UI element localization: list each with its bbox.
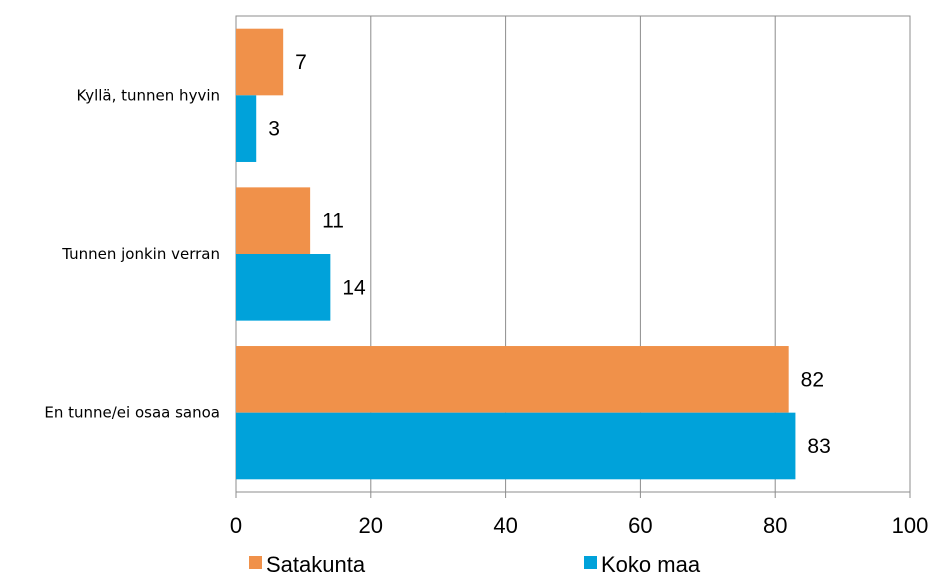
data-label: 3	[268, 118, 280, 141]
x-tick-label: 0	[230, 513, 242, 538]
bar-satakunta	[236, 28, 284, 96]
category-label: En tunne/ei osaa sanoa	[44, 404, 220, 422]
bar-satakunta	[236, 346, 789, 413]
data-label: 82	[801, 368, 824, 391]
legend: Satakunta Koko maa	[249, 552, 701, 575]
legend-swatch	[584, 556, 597, 569]
bar-koko-maa	[236, 254, 331, 321]
data-label: 7	[295, 51, 307, 74]
category-label: Tunnen jonkin verran	[61, 245, 220, 263]
category-label: Kyllä, tunnen hyvin	[76, 86, 220, 104]
x-tick-label: 100	[892, 513, 929, 538]
x-tick-label: 40	[493, 513, 517, 538]
x-tick-label: 80	[763, 513, 787, 538]
legend-label: Satakunta	[266, 552, 366, 575]
data-labels: 7 3 11 14 82 83	[268, 51, 831, 458]
bar-koko-maa	[236, 95, 257, 162]
bar-satakunta	[236, 187, 311, 254]
data-label: 14	[342, 276, 366, 299]
x-axis: 0 20 40 60 80 100	[230, 492, 928, 538]
legend-label: Koko maa	[601, 552, 701, 575]
legend-swatch	[249, 556, 262, 569]
bars	[236, 28, 796, 480]
x-tick-label: 60	[628, 513, 652, 538]
category-labels: Kyllä, tunnen hyvin Tunnen jonkin verran E…	[44, 86, 220, 421]
x-tick-label: 20	[359, 513, 383, 538]
bar-koko-maa	[236, 412, 796, 480]
data-label: 83	[807, 435, 830, 458]
data-label: 11	[322, 210, 344, 233]
